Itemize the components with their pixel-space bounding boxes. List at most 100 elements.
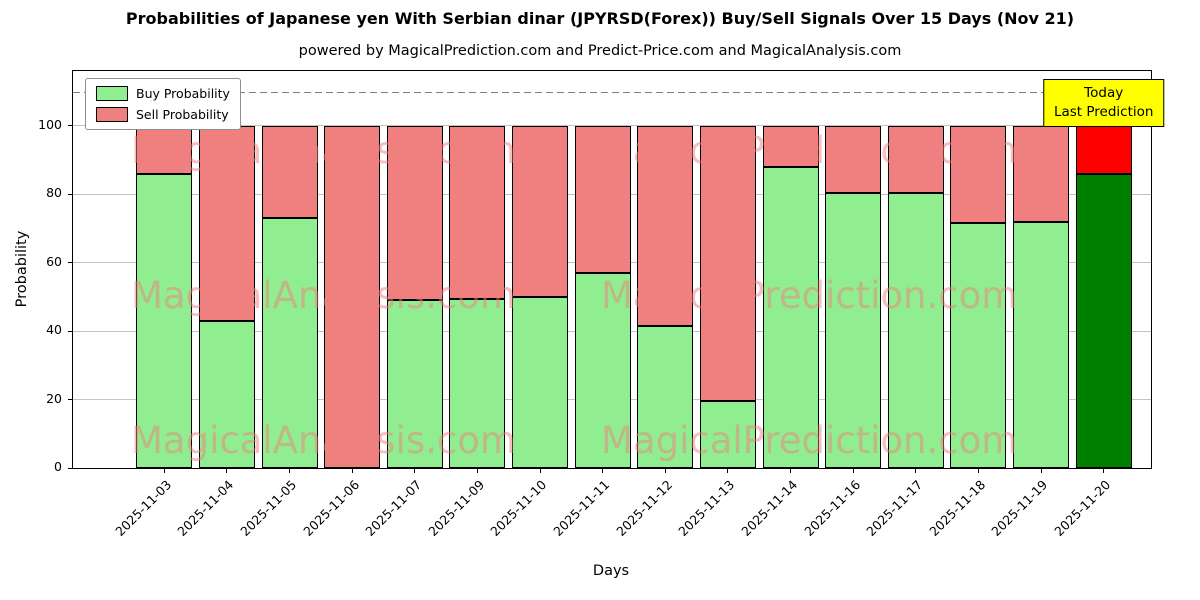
buy-segment [637,325,694,468]
x-tick-label: 2025-11-13 [675,477,738,539]
buy-segment [574,272,631,468]
x-tick-label: 2025-11-14 [738,477,801,539]
bar-2025-11-13 [699,125,756,468]
bar-2025-11-17 [887,125,944,468]
buy-segment [386,300,443,468]
x-tick-mark [977,469,979,473]
y-tick-label: 60 [46,253,62,269]
x-tick-label: 2025-11-12 [612,477,675,539]
x-tick-mark [602,469,604,473]
sell-segment [449,125,506,299]
buy-segment [136,173,193,468]
sell-segment [699,125,756,402]
y-tick-mark [68,330,72,332]
bar-2025-11-09 [449,125,506,468]
x-tick-mark [727,469,729,473]
x-tick-label: 2025-11-04 [174,477,237,539]
buy-segment [1013,221,1070,468]
y-tick-mark [68,467,72,469]
x-tick-mark [351,469,353,473]
x-tick-label: 2025-11-18 [926,477,989,539]
sell-segment [386,125,443,301]
x-tick-mark [476,469,478,473]
y-tick-mark [68,399,72,401]
y-tick-label: 0 [54,459,62,474]
y-tick-label: 20 [46,390,62,406]
x-tick-label: 2025-11-17 [863,477,926,539]
bar-2025-11-11 [574,125,631,468]
x-tick-mark [1103,469,1105,473]
sell-segment [512,125,569,297]
x-axis-label: Days [592,563,630,579]
x-tick-mark [790,469,792,473]
x-tick-mark [226,469,228,473]
x-tick-mark [289,469,291,473]
bar-2025-11-10 [512,125,569,468]
sell-segment [637,125,694,326]
sell-segment [762,125,819,167]
sell-segment [324,125,381,468]
today-annotation: Today Last Prediction [1042,79,1165,127]
legend: Buy Probability Sell Probability [85,78,241,130]
legend-entry: Buy Probability [96,86,230,101]
bar-2025-11-03 [136,125,193,468]
buy-segment [449,298,506,468]
buy-segment [512,296,569,468]
buy-segment [1075,173,1132,468]
x-tick-label: 2025-11-07 [362,477,425,539]
buy-segment [261,218,318,468]
sell-segment [198,125,255,321]
x-tick-label: 2025-11-03 [111,477,174,539]
y-tick-mark [68,125,72,127]
bar-2025-11-06 [324,125,381,468]
x-tick-mark [539,469,541,473]
bar-2025-11-04 [198,125,255,468]
bar-2025-11-12 [637,125,694,468]
x-tick-label: 2025-11-10 [487,477,550,539]
bar-2025-11-07 [386,125,443,468]
legend-color-swatch [96,86,128,101]
threshold-dashed-line [73,91,1151,93]
legend-entry: Sell Probability [96,107,230,122]
legend-color-swatch [96,107,128,122]
x-tick-mark [664,469,666,473]
buy-segment [762,166,819,468]
legend-label: Buy Probability [136,86,230,101]
x-tick-mark [852,469,854,473]
y-tick-mark [68,262,72,264]
y-tick-mark [68,193,72,195]
x-tick-label: 2025-11-11 [550,477,613,539]
bar-2025-11-16 [825,125,882,468]
x-tick-mark [414,469,416,473]
sell-segment [1075,125,1132,174]
x-tick-label: 2025-11-06 [299,477,362,539]
plot-area: Buy Probability Sell Probability Today La… [68,70,1165,473]
today-annotation-line2: Last Prediction [1053,103,1154,120]
sell-segment [825,125,882,193]
y-axis-ticks: 0 20 40 60 80 100 [0,70,62,474]
x-tick-label: 2025-11-20 [1051,477,1114,539]
buy-segment [699,401,756,468]
x-tick-label: 2025-11-19 [988,477,1051,539]
buy-segment [887,192,944,468]
sell-segment [1013,125,1070,222]
x-tick-label: 2025-11-16 [800,477,863,539]
y-tick-label: 100 [38,116,62,132]
chart-title: Probabilities of Japanese yen With Serbi… [125,9,1075,28]
bar-2025-11-20 [1075,125,1132,468]
x-tick-mark [163,469,165,473]
buy-segment [825,192,882,468]
sell-segment [950,125,1007,224]
bar-2025-11-14 [762,125,819,468]
x-tick-label: 2025-11-05 [237,477,300,539]
x-tick-label: 2025-11-09 [425,477,488,539]
sell-segment [261,125,318,219]
bar-2025-11-19 [1013,125,1070,468]
y-tick-label: 40 [46,322,62,338]
x-tick-mark [915,469,917,473]
bar-2025-11-05 [261,125,318,468]
y-tick-label: 80 [46,185,62,201]
sell-segment [136,125,193,174]
gridline [73,125,1151,127]
